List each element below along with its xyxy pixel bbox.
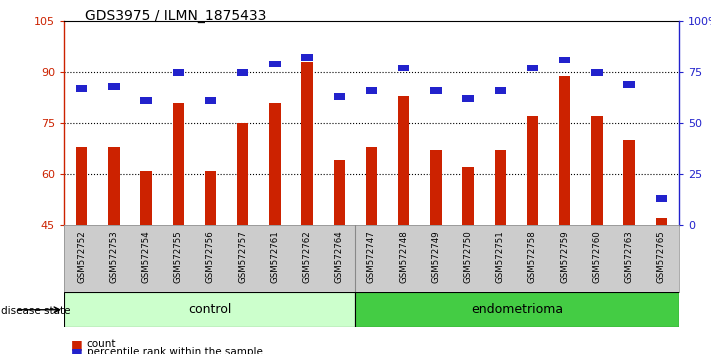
- Bar: [237, 69, 248, 75]
- Bar: [592, 116, 602, 225]
- Text: GSM572751: GSM572751: [496, 230, 505, 283]
- Bar: [108, 147, 119, 225]
- Bar: [656, 195, 667, 202]
- Bar: [173, 103, 184, 225]
- Text: GDS3975 / ILMN_1875433: GDS3975 / ILMN_1875433: [85, 9, 267, 23]
- Bar: [462, 95, 474, 102]
- Text: ■: ■: [71, 346, 83, 354]
- Text: GSM572755: GSM572755: [173, 230, 183, 283]
- Text: GSM572758: GSM572758: [528, 230, 537, 283]
- Bar: [495, 150, 506, 225]
- Bar: [366, 87, 377, 94]
- Bar: [108, 83, 119, 90]
- Bar: [624, 81, 635, 88]
- Text: GSM572763: GSM572763: [624, 230, 634, 283]
- Text: GSM572759: GSM572759: [560, 230, 570, 283]
- Bar: [559, 75, 570, 225]
- Bar: [656, 218, 667, 225]
- Text: ■: ■: [71, 338, 83, 350]
- Bar: [624, 140, 635, 225]
- Bar: [76, 147, 87, 225]
- Bar: [301, 62, 313, 225]
- Text: GSM572764: GSM572764: [335, 230, 344, 283]
- Bar: [527, 116, 538, 225]
- Bar: [237, 123, 248, 225]
- Text: control: control: [188, 303, 231, 316]
- Text: disease state: disease state: [1, 306, 71, 316]
- Bar: [205, 97, 216, 104]
- Bar: [462, 167, 474, 225]
- Bar: [398, 96, 410, 225]
- Bar: [205, 171, 216, 225]
- Bar: [527, 65, 538, 72]
- Bar: [141, 171, 151, 225]
- Bar: [64, 292, 356, 327]
- Text: GSM572765: GSM572765: [657, 230, 665, 283]
- Text: endometrioma: endometrioma: [471, 303, 563, 316]
- Bar: [333, 93, 345, 100]
- Text: GSM572749: GSM572749: [432, 230, 440, 283]
- Bar: [430, 87, 442, 94]
- Bar: [559, 57, 570, 63]
- Bar: [356, 292, 679, 327]
- Text: GSM572756: GSM572756: [206, 230, 215, 283]
- Bar: [430, 150, 442, 225]
- Bar: [495, 87, 506, 94]
- Text: GSM572757: GSM572757: [238, 230, 247, 283]
- Text: GSM572748: GSM572748: [399, 230, 408, 283]
- Text: GSM572761: GSM572761: [270, 230, 279, 283]
- Text: GSM572750: GSM572750: [464, 230, 473, 283]
- Text: percentile rank within the sample: percentile rank within the sample: [87, 347, 262, 354]
- Bar: [173, 69, 184, 75]
- Bar: [366, 147, 377, 225]
- Bar: [301, 55, 313, 61]
- Bar: [592, 69, 602, 75]
- Text: GSM572752: GSM572752: [77, 230, 86, 283]
- Text: GSM572762: GSM572762: [303, 230, 311, 283]
- Text: GSM572753: GSM572753: [109, 230, 119, 283]
- Text: GSM572760: GSM572760: [592, 230, 602, 283]
- Bar: [76, 85, 87, 92]
- Bar: [398, 65, 410, 72]
- Bar: [269, 61, 281, 67]
- Text: count: count: [87, 339, 116, 349]
- Bar: [333, 160, 345, 225]
- Text: GSM572747: GSM572747: [367, 230, 376, 283]
- Bar: [269, 103, 281, 225]
- Bar: [141, 97, 151, 104]
- Text: GSM572754: GSM572754: [141, 230, 151, 283]
